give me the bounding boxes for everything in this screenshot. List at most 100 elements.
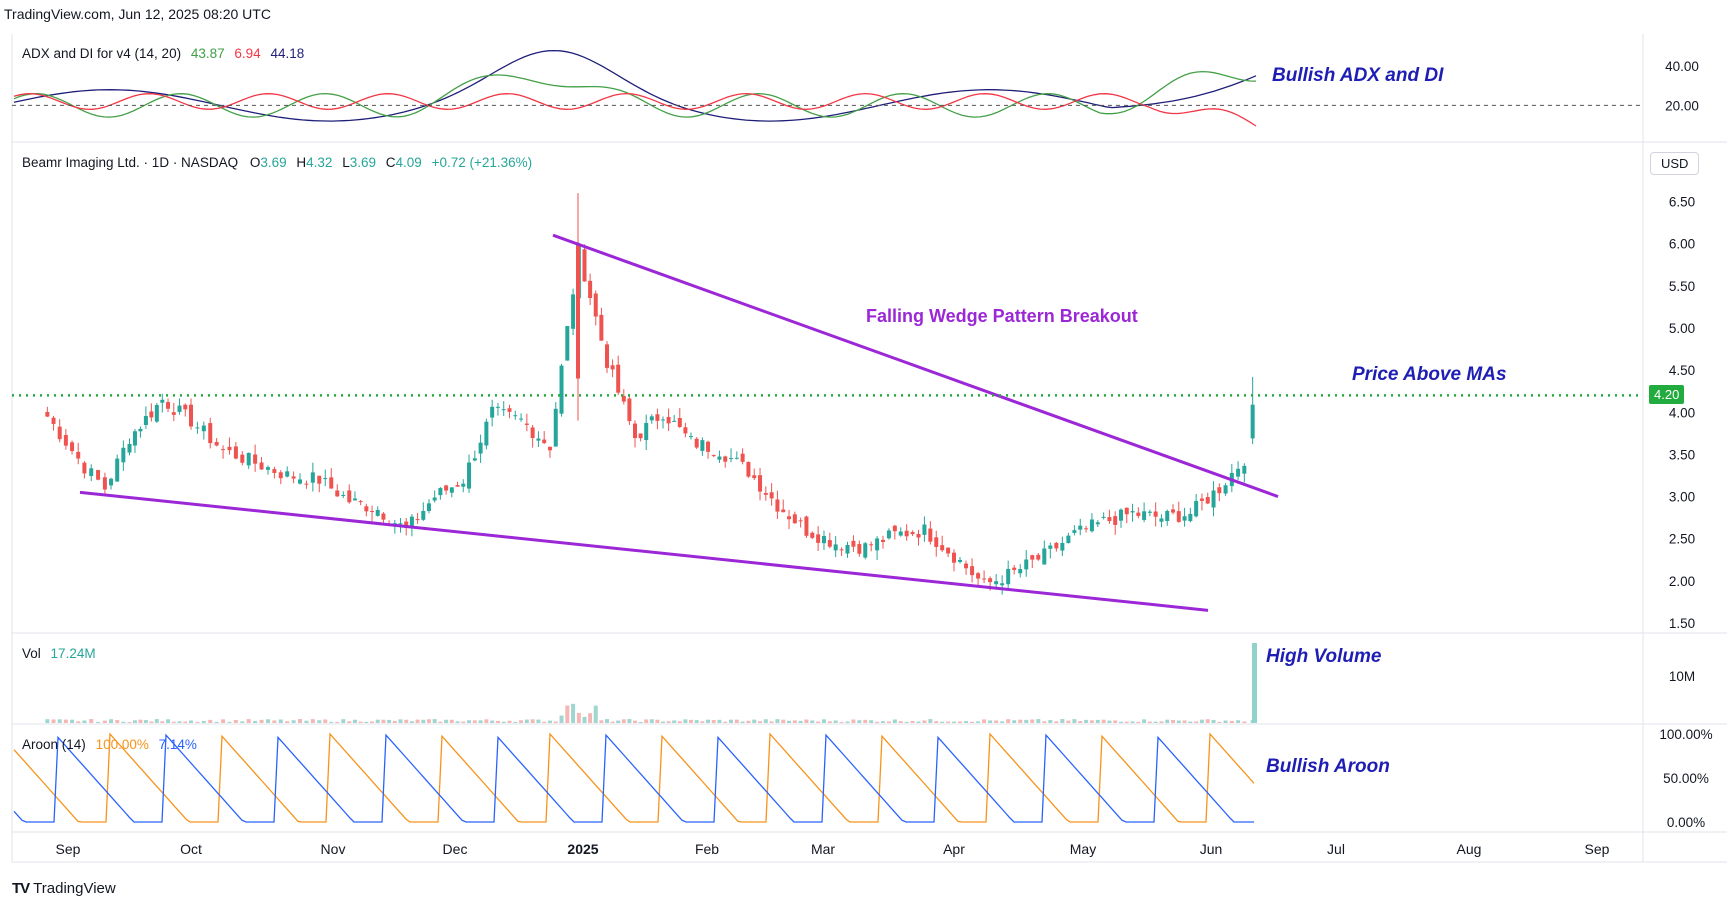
- candle-body: [154, 405, 159, 422]
- time-tick-6: Mar: [811, 841, 835, 857]
- price-tick-0: 6.50: [1669, 195, 1695, 210]
- candle-body: [839, 549, 844, 551]
- candle-body: [109, 478, 114, 486]
- candle-body: [1188, 513, 1193, 522]
- tradingview-footer[interactable]: TV TradingView: [12, 880, 116, 897]
- candle-body: [904, 530, 909, 537]
- candle-body: [291, 476, 296, 479]
- candle-body: [787, 516, 792, 520]
- volume-bar: [461, 721, 466, 723]
- candle-body: [335, 490, 340, 497]
- volume-bar: [781, 719, 786, 723]
- price-tick-5: 4.00: [1669, 405, 1695, 420]
- volume-bar: [616, 720, 621, 723]
- volume-bar: [183, 721, 188, 723]
- candle-body: [347, 490, 352, 503]
- volume-bar: [1048, 720, 1053, 723]
- aroon-lines: [13, 732, 1255, 823]
- volume-bar: [375, 719, 380, 723]
- candle-body: [565, 326, 570, 361]
- chart-source-date: TradingView.com, Jun 12, 2025 08:20 UTC: [4, 6, 271, 22]
- candle-body: [994, 581, 999, 585]
- volume-bar: [881, 721, 886, 723]
- volume-bar: [816, 721, 821, 723]
- volume-bar: [711, 720, 716, 723]
- volume-bar: [246, 719, 251, 723]
- volume-bar: [775, 719, 780, 723]
- candle-body: [1159, 518, 1164, 522]
- candle-body: [171, 412, 176, 415]
- volume-bar: [102, 720, 107, 723]
- volume-bar: [1147, 721, 1152, 723]
- volume-bar: [530, 719, 535, 723]
- volume-bar: [655, 719, 660, 723]
- candle-body: [513, 415, 518, 417]
- candle-body: [553, 408, 558, 447]
- candle-body: [940, 545, 945, 551]
- volume-bar: [259, 719, 264, 723]
- candle-body: [227, 446, 232, 451]
- volume-bar: [677, 721, 682, 723]
- volume-bar: [763, 719, 768, 723]
- volume-bar: [1124, 721, 1129, 723]
- volume-bar: [700, 721, 705, 723]
- volume-bar: [57, 719, 62, 723]
- candle-body: [449, 487, 454, 493]
- candle-body: [304, 483, 309, 485]
- candle-body: [610, 365, 615, 370]
- candle-body: [438, 488, 443, 496]
- candle-body: [833, 544, 838, 551]
- candle-body: [310, 472, 315, 483]
- volume-bar: [928, 719, 933, 723]
- candle-body: [370, 511, 375, 513]
- candle-body: [259, 462, 264, 470]
- volume-legend: Vol 17.24M: [22, 646, 96, 661]
- volume-bar: [341, 719, 346, 723]
- volume-bar: [426, 719, 431, 723]
- candle-body: [51, 417, 56, 424]
- volume-bar: [421, 719, 426, 723]
- volume-bar: [253, 720, 258, 723]
- candle-body: [576, 243, 580, 379]
- volume-bar: [851, 719, 856, 723]
- volume-bar: [415, 719, 420, 723]
- candle-body: [763, 493, 768, 495]
- candle-body: [928, 528, 933, 542]
- volume-bar: [233, 719, 238, 723]
- candle-body: [519, 418, 524, 420]
- volume-bar: [542, 721, 547, 723]
- volume-bar: [1136, 721, 1141, 723]
- candle-body: [421, 510, 426, 520]
- volume-bar: [1188, 721, 1193, 723]
- volume-bar: [221, 719, 226, 723]
- volume-bar: [467, 720, 472, 723]
- candle-body: [121, 447, 126, 463]
- volume-bar: [82, 720, 87, 723]
- time-tick-0: Sep: [56, 841, 81, 857]
- currency-button[interactable]: USD: [1650, 152, 1700, 175]
- volume-bar: [1095, 719, 1100, 723]
- aroon-down-line: [13, 733, 1254, 823]
- volume-bar: [495, 720, 500, 723]
- candle-body: [649, 416, 654, 421]
- adx-legend: ADX and DI for v4 (14, 20) 43.87 6.94 44…: [22, 46, 304, 61]
- volume-bar: [559, 715, 564, 723]
- candle-body: [964, 563, 969, 569]
- volume-bar: [304, 720, 309, 723]
- ohlc-change: +0.72 (+21.36%): [431, 155, 533, 170]
- candle-body: [478, 442, 483, 454]
- aroon-tick-2: 0.00%: [1667, 815, 1705, 830]
- volume-bar: [729, 719, 734, 723]
- candle-body: [76, 451, 81, 459]
- volume-bar: [214, 721, 219, 723]
- ohlc-high-label: H: [296, 155, 307, 170]
- candle-body: [285, 471, 290, 477]
- candle-body: [1054, 542, 1059, 549]
- volume-bar: [1153, 721, 1158, 723]
- candle-body: [530, 427, 535, 439]
- volume-bar: [892, 719, 897, 723]
- candle-body: [323, 478, 328, 480]
- volume-bar: [201, 720, 206, 723]
- volume-bar: [1060, 719, 1065, 723]
